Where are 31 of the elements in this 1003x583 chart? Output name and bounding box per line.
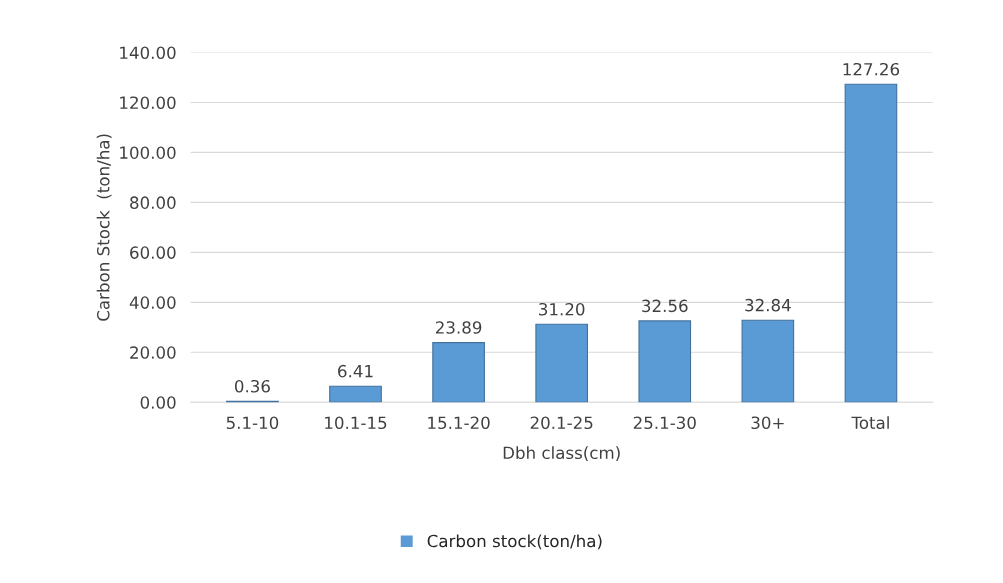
bar — [741, 319, 795, 403]
data-label: 32.56 — [642, 299, 688, 313]
x-tick-label: 25.1-30 — [633, 416, 696, 430]
y-tick-label: 120.00 — [120, 96, 176, 110]
data-label: 6.41 — [338, 364, 373, 378]
data-label: 31.20 — [539, 302, 585, 316]
y-tick-label: 100.00 — [120, 146, 176, 159]
y-tick-label: 140.00 — [120, 46, 176, 60]
y-axis-title: Carbon Stock (ton/ha) — [96, 134, 112, 321]
bar — [638, 320, 692, 403]
bar — [329, 385, 382, 403]
y-tick-label: 80.00 — [130, 196, 176, 209]
data-label: 127.26 — [843, 62, 900, 76]
x-tick-label: Total — [851, 416, 889, 430]
x-tick-label: 30+ — [751, 416, 784, 430]
data-label: 32.84 — [745, 298, 791, 312]
data-label: 23.89 — [435, 321, 482, 334]
x-tick-label: 15.1-20 — [428, 416, 490, 430]
data-label: 0.36 — [234, 379, 270, 393]
x-tick-label: 5.1-10 — [226, 416, 279, 430]
bar — [535, 323, 589, 403]
bar — [432, 342, 485, 403]
x-tick-label: 20.1-25 — [530, 416, 593, 430]
y-tick-label: 60.00 — [130, 246, 176, 259]
legend-label: Carbon stock(ton/ha) — [427, 534, 602, 550]
y-tick-label: 0.00 — [140, 396, 176, 409]
x-axis-title: Dbh class(cm) — [503, 446, 620, 462]
y-tick-label: 20.00 — [130, 346, 176, 359]
y-tick-label: 40.00 — [129, 296, 176, 309]
x-tick-label: 10.1-15 — [325, 416, 387, 430]
bar — [844, 83, 898, 403]
